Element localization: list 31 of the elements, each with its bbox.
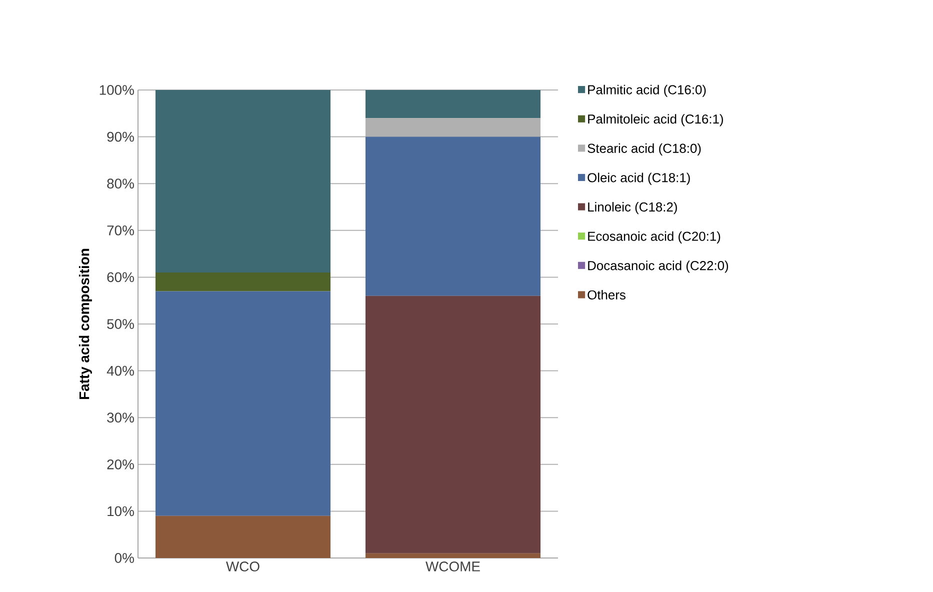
y-tick-label: 70% <box>107 225 134 236</box>
legend-label: Ecosanoic acid (C20:1) <box>588 231 720 244</box>
legend-label: Palmitic acid (C16:0) <box>588 84 706 97</box>
bar <box>366 296 541 554</box>
bar <box>366 553 541 558</box>
y-tick-label: 30% <box>107 412 134 423</box>
bar <box>156 90 330 273</box>
x-tick-label: WCO <box>226 562 260 572</box>
bar <box>156 291 330 516</box>
legend-label: Linoleic (C18:2) <box>588 202 677 214</box>
legend-label: Others <box>588 290 626 300</box>
y-tick-label: 60% <box>107 272 134 282</box>
legend-label: Oleic acid (C18:1) <box>588 172 690 185</box>
y-tick-label: 40% <box>106 366 134 376</box>
bar <box>156 516 330 558</box>
y-tick-label: 20% <box>107 459 134 470</box>
bar <box>366 118 541 137</box>
y-tick-label: 50% <box>107 319 134 329</box>
y-tick-label: 100% <box>100 85 134 95</box>
bar <box>366 90 541 118</box>
y-tick-label: 80% <box>107 178 134 189</box>
legend-label: Palmitoleic acid (C16:1) <box>588 114 723 126</box>
legend-label: Docasanoic acid (C22:0) <box>588 260 728 273</box>
y-tick-label: 0% <box>114 553 134 563</box>
bar <box>366 136 541 296</box>
legend-label: Stearic acid (C18:0) <box>588 143 701 156</box>
bar <box>156 272 330 292</box>
x-tick-label: WCOME <box>426 562 480 572</box>
y-tick-label: 10% <box>108 506 134 516</box>
y-tick-label: 90% <box>107 132 134 142</box>
y-axis-title: Fatty acid composition <box>78 248 92 400</box>
